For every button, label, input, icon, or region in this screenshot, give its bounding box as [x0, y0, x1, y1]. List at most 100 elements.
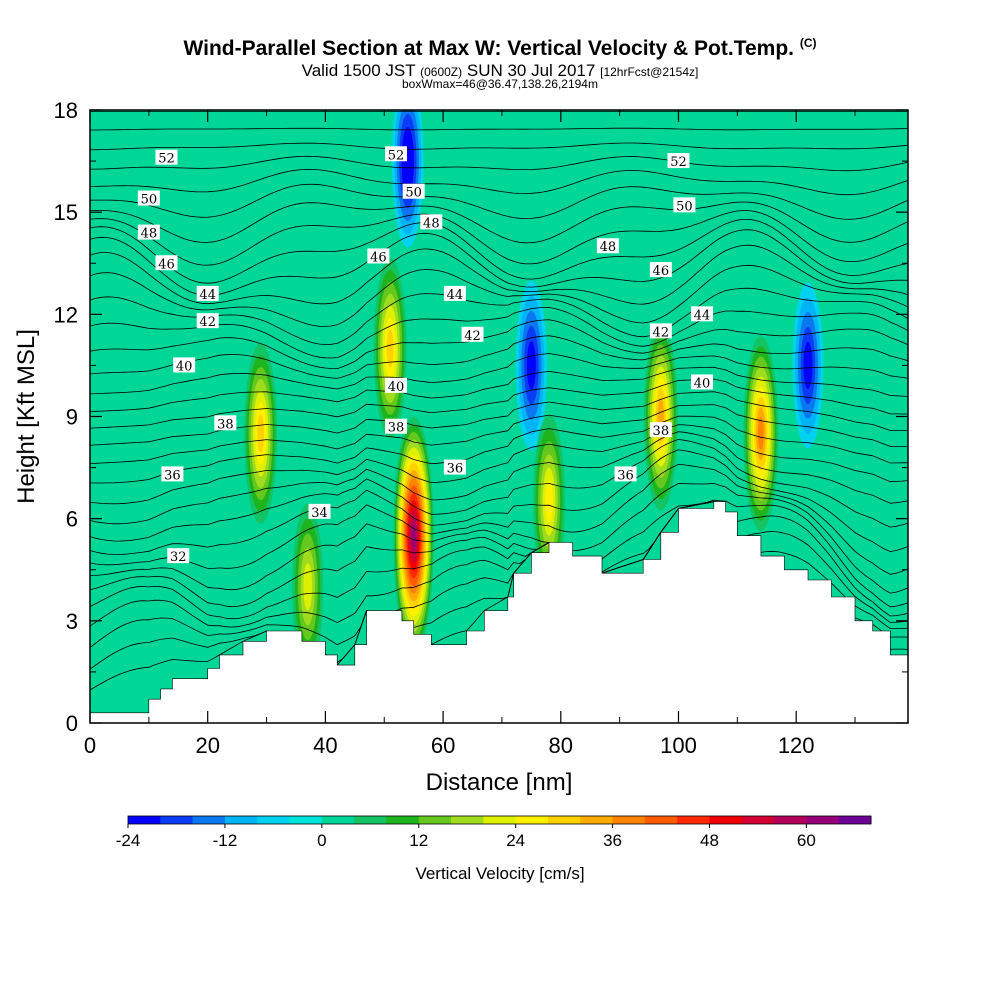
isentrope-label-bg	[385, 418, 408, 434]
isentrope-label: 38	[649, 422, 672, 439]
isentrope-label-bg	[367, 248, 390, 264]
isentrope-label-bg	[649, 422, 672, 438]
utc-time: (0600Z)	[420, 65, 463, 79]
isentrope-line	[90, 183, 908, 220]
isentrope-label-text: 46	[370, 250, 387, 265]
isentrope-line	[90, 244, 908, 305]
isentrope-line	[90, 142, 908, 151]
isentrope-label-text: 52	[388, 148, 405, 163]
isentrope-line	[90, 501, 908, 620]
isentrope-label: 46	[649, 262, 672, 279]
isentrope-label-text: 52	[670, 155, 687, 170]
isentrope-label: 34	[308, 503, 331, 521]
velocity-cell-0-level	[257, 414, 265, 453]
isentrope-label-text: 48	[600, 240, 617, 255]
y-tick-label: 18	[54, 98, 78, 123]
colorbar-tick-label: 60	[797, 831, 816, 850]
isentrope-label: 42	[649, 323, 672, 340]
colorbar-swatch	[386, 816, 420, 824]
isentrope-label: 36	[443, 459, 466, 477]
velocity-cell-8-level	[757, 417, 764, 450]
y-tick-label: 0	[66, 711, 78, 736]
isentrope-line	[90, 229, 908, 296]
isentrope-line	[90, 415, 908, 484]
x-tick-label: 80	[549, 733, 573, 758]
isentrope-label-text: 44	[199, 288, 216, 303]
isentrope-label-text: 42	[199, 315, 216, 330]
isentrope-label-bg	[385, 146, 408, 162]
colorbar-swatch	[354, 816, 387, 824]
isentrope-label-bg	[161, 466, 184, 482]
isentrope-line	[90, 335, 908, 379]
isentrope-label: 52	[155, 149, 178, 167]
colorbar-swatch	[644, 816, 678, 824]
colorbar-swatch	[321, 816, 355, 824]
isentrope-line	[90, 353, 908, 395]
isentrope-line	[90, 499, 908, 608]
isentrope-label-bg	[649, 323, 672, 339]
isentrope-line	[90, 449, 908, 555]
isentrope-label: 48	[596, 238, 619, 255]
isentrope-label-bg	[691, 374, 714, 390]
velocity-cell-1-level	[303, 563, 313, 611]
colorbar-frame	[127, 815, 872, 825]
colorbar-swatch	[257, 816, 291, 824]
colorbar-swatch	[192, 816, 226, 824]
isentrope-label: 42	[461, 326, 484, 344]
isentrope-label: 48	[137, 224, 160, 242]
isentrope-label-bg	[402, 183, 425, 199]
isentrope-label: 36	[614, 466, 637, 483]
isentrope-label-bg	[596, 238, 619, 254]
isentrope-label-text: 36	[447, 462, 464, 477]
colorbar-swatch	[806, 816, 840, 824]
isentrope-label-bg	[155, 255, 178, 271]
isentrope-label: 50	[402, 183, 425, 201]
isentrope-line	[90, 404, 908, 464]
colorbar-tick-label: 48	[700, 831, 719, 850]
x-tick-label: 120	[778, 733, 815, 758]
isentrope-label-text: 48	[141, 227, 158, 242]
isentrope-label-bg	[614, 466, 637, 482]
isentrope-line	[90, 463, 908, 575]
isentrope-label-bg	[137, 224, 160, 240]
isentrope-label-text: 44	[447, 288, 464, 303]
isentrope-label: 38	[385, 418, 408, 436]
isentrope-label: 46	[155, 255, 178, 272]
isentrope-label-bg	[420, 214, 443, 230]
colorbar-swatch	[224, 816, 258, 824]
isentrope-line	[90, 287, 908, 345]
isentrope-label-text: 38	[388, 421, 405, 436]
isentrope-line	[90, 424, 908, 505]
isentrope-line	[90, 127, 908, 131]
velocity-cell-5-level	[526, 341, 536, 390]
y-axis-label: Height [Kft MSL]	[13, 329, 40, 504]
isentrope-label: 46	[367, 248, 390, 265]
isentrope-line	[90, 155, 908, 172]
colorbar-swatch	[741, 816, 775, 824]
isentrope-label-bg	[649, 262, 672, 278]
x-tick-label: 40	[313, 733, 337, 758]
isentrope-label-bg	[167, 548, 190, 564]
box-wmax-note: boxWmax=46@36.47,138.26,2194m	[402, 77, 598, 91]
x-tick-label: 20	[195, 733, 219, 758]
isentrope-label-bg	[173, 357, 196, 373]
colorbar-swatch	[483, 816, 517, 824]
isentrope-label: 50	[137, 190, 160, 208]
isentrope-label-text: 40	[388, 380, 405, 395]
colorbar-swatch	[709, 816, 743, 824]
isentrope-label: 52	[667, 153, 690, 170]
colorbar-tick-label: 12	[409, 831, 428, 850]
isentrope-line	[90, 482, 908, 594]
isentrope-label-bg	[196, 313, 219, 329]
y-tick-label: 3	[66, 609, 78, 634]
colorbar-tick-label: -12	[213, 831, 238, 850]
isentrope-label-bg	[385, 377, 408, 393]
isentrope-label-bg	[155, 149, 178, 165]
colorbar-title: Vertical Velocity [cm/s]	[415, 864, 585, 883]
isentrope-line	[90, 501, 908, 648]
isentrope-label: 40	[385, 377, 408, 395]
copyright-mark: (C)	[799, 36, 817, 50]
isentrope-label-text: 38	[217, 417, 234, 432]
isentrope-label: 38	[214, 415, 237, 432]
isentrope-label-text: 34	[311, 506, 328, 521]
